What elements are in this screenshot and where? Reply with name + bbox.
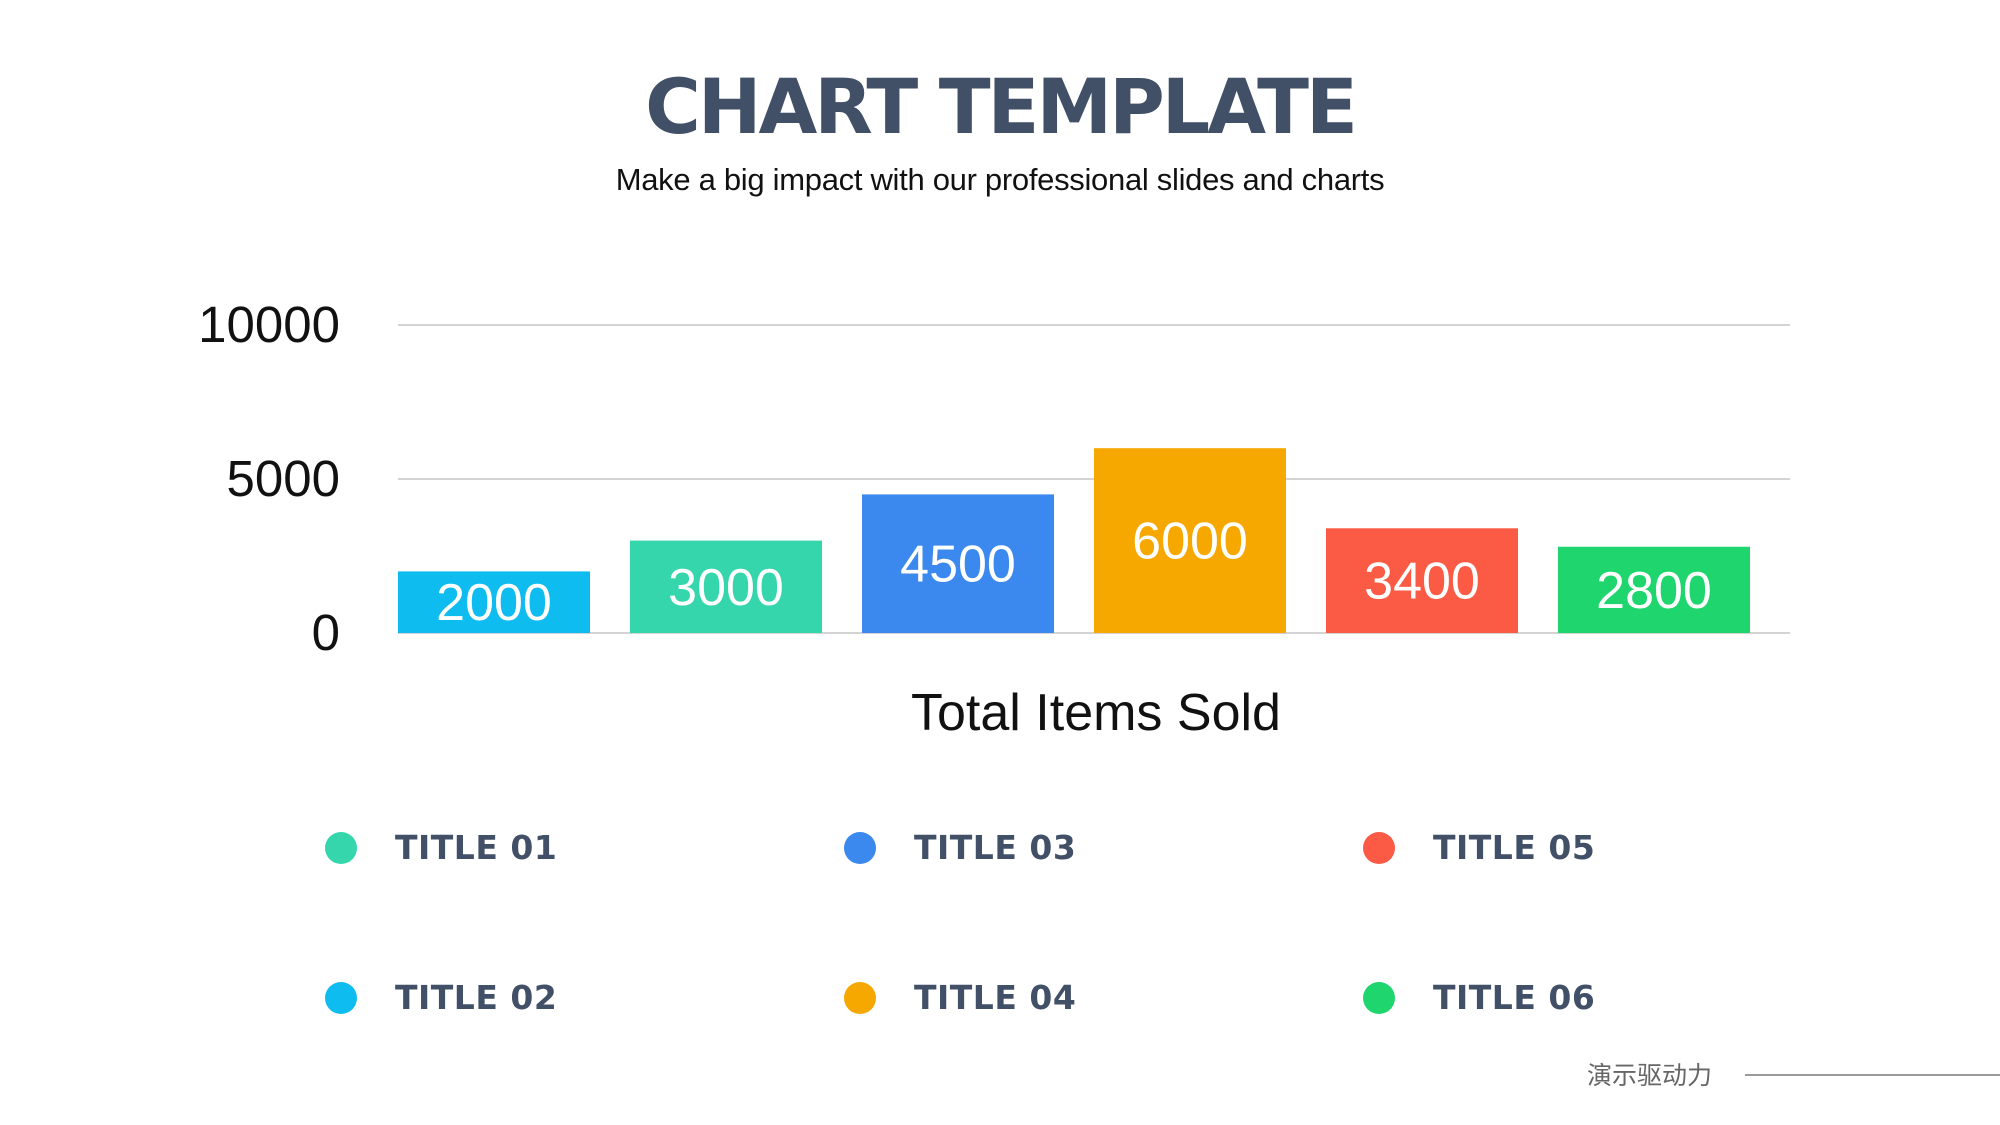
legend-label: TITLE 06 <box>1433 978 1596 1017</box>
legend-item-title-01: TITLE 01 <box>325 828 557 867</box>
bar-data-label: 2800 <box>1596 562 1712 620</box>
legend-dot-icon <box>1363 981 1395 1014</box>
bar <box>398 571 590 633</box>
footer-brand-text: 演示驱动力 <box>1587 1061 1713 1090</box>
bar <box>1094 448 1286 633</box>
legend-label: TITLE 04 <box>914 978 1077 1017</box>
legend-dot-icon <box>325 831 357 864</box>
legend-label: TITLE 03 <box>914 828 1077 867</box>
y-tick-label: 0 <box>312 604 340 661</box>
y-tick-label: 10000 <box>198 296 340 353</box>
y-tick-label: 5000 <box>227 450 340 507</box>
bar-data-label: 6000 <box>1132 513 1248 571</box>
legend-dot-icon <box>844 831 876 864</box>
bar-data-label: 4500 <box>900 536 1016 594</box>
bar-data-label: 2000 <box>436 574 552 632</box>
legend-dot-icon <box>844 981 876 1014</box>
legend-label: TITLE 01 <box>395 828 558 867</box>
bar <box>1326 528 1518 633</box>
bar <box>862 494 1054 633</box>
legend-dot-icon <box>325 981 357 1014</box>
bar <box>630 540 822 633</box>
bar <box>1558 546 1750 633</box>
bar-data-label: 3000 <box>668 559 784 617</box>
legend-label: TITLE 02 <box>395 978 558 1017</box>
bar-data-label: 3400 <box>1364 553 1480 611</box>
footer-divider <box>1745 1074 2000 1076</box>
page-title: CHART TEMPLATE <box>645 62 1358 151</box>
legend-item-title-06: TITLE 06 <box>1363 978 1595 1017</box>
legend-item-title-03: TITLE 03 <box>844 828 1076 867</box>
legend-dot-icon <box>1363 831 1395 864</box>
x-axis-title: Total Items Sold <box>911 684 1281 742</box>
legend-label: TITLE 05 <box>1433 828 1596 867</box>
legend-item-title-02: TITLE 02 <box>325 978 557 1017</box>
legend-item-title-04: TITLE 04 <box>844 978 1076 1017</box>
page-subtitle: Make a big impact with our professional … <box>615 162 1385 197</box>
legend-item-title-05: TITLE 05 <box>1363 828 1595 867</box>
